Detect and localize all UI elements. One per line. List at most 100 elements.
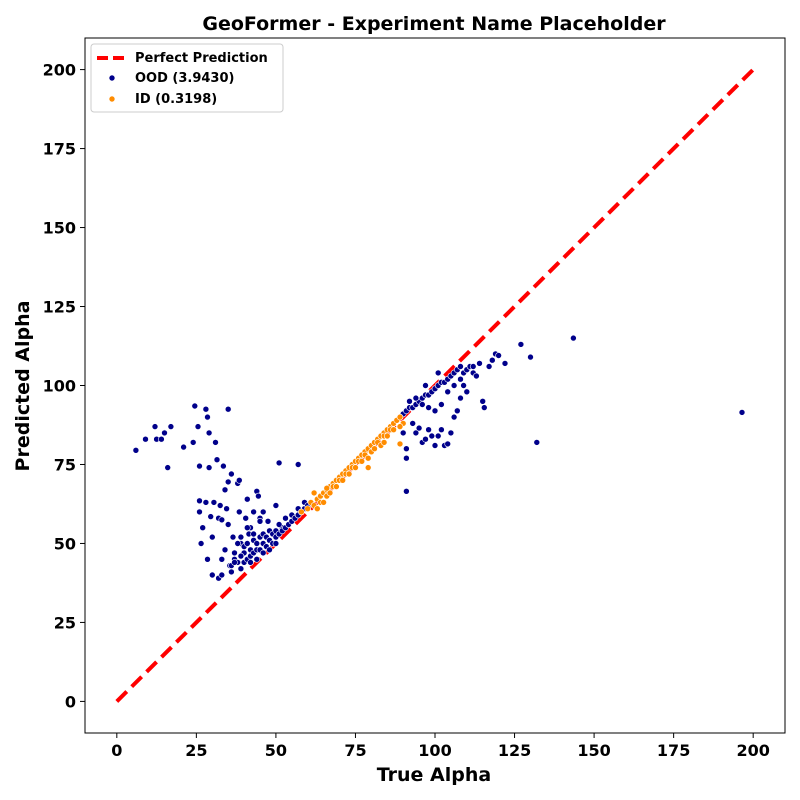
id-point	[320, 499, 327, 506]
ood-point	[438, 401, 445, 408]
y-tick-label: 150	[43, 219, 76, 238]
id-point	[345, 470, 353, 478]
id-point	[313, 505, 321, 513]
ood-point	[259, 508, 267, 516]
ood-point	[412, 429, 420, 437]
ood-point	[221, 486, 229, 494]
ood-point	[132, 446, 140, 454]
ood-point	[480, 404, 488, 411]
ood-point	[476, 360, 483, 367]
ood-point	[264, 517, 272, 525]
ood-point	[403, 487, 410, 495]
ood-point	[272, 502, 280, 509]
ood-point	[425, 404, 432, 411]
ood-point	[399, 429, 407, 437]
ood-point	[164, 464, 171, 471]
ood-point	[444, 440, 452, 448]
x-tick-label: 100	[418, 741, 451, 760]
ood-point	[460, 382, 467, 389]
ood-point	[247, 559, 254, 566]
ood-point	[228, 568, 235, 576]
plot-area	[115, 68, 755, 703]
y-axis-label: Predicted Alpha	[12, 301, 34, 472]
ood-point	[415, 424, 423, 432]
ood-point	[431, 407, 439, 415]
id-point	[364, 454, 372, 462]
ood-point	[469, 363, 477, 370]
x-tick-label: 150	[577, 741, 610, 760]
ood-point	[527, 353, 534, 361]
ood-point	[210, 499, 218, 506]
ood-point	[450, 413, 458, 421]
ood-point	[570, 334, 577, 342]
y-tick-label: 75	[54, 455, 76, 474]
ood-point	[196, 508, 203, 516]
id-point	[323, 484, 331, 492]
x-tick-label: 75	[344, 741, 366, 760]
ood-point	[180, 443, 187, 451]
ood-point	[224, 521, 232, 528]
x-tick-label: 200	[736, 741, 769, 760]
id-point	[339, 476, 347, 484]
ood-point	[244, 540, 251, 547]
ood-point	[231, 549, 238, 557]
ood-point	[236, 508, 243, 516]
ood-point	[224, 405, 232, 413]
ood-point	[255, 492, 262, 500]
ood-point	[457, 394, 464, 402]
ood-point	[275, 521, 283, 528]
ood-point	[428, 432, 436, 440]
ood-point	[431, 442, 439, 449]
ood-point	[237, 552, 245, 560]
ood-point	[488, 356, 496, 364]
ood-point	[495, 352, 502, 359]
ood-point	[242, 514, 249, 522]
ood-point	[485, 363, 493, 370]
ood-point	[412, 394, 420, 402]
series-id	[298, 413, 407, 516]
id-point	[396, 440, 404, 448]
ood-point	[161, 429, 168, 437]
chart-title: GeoFormer - Experiment Name Placeholder	[202, 13, 666, 35]
legend-ood-label: OOD (3.9430)	[135, 71, 234, 86]
x-tick-label: 175	[657, 741, 690, 760]
x-tick-label: 25	[185, 741, 207, 760]
ood-point	[196, 497, 203, 505]
id-point	[310, 489, 318, 497]
ood-point	[450, 382, 458, 389]
y-tick-label: 100	[43, 377, 76, 396]
ood-point	[253, 555, 261, 563]
ood-point	[194, 423, 202, 430]
ood-point	[231, 559, 238, 566]
ood-point	[196, 462, 203, 470]
ood-point	[425, 426, 432, 434]
ood-point	[237, 533, 245, 541]
ood-point	[403, 454, 410, 462]
x-tick-label: 0	[111, 741, 122, 760]
id-point	[304, 505, 312, 513]
y-tick-label: 175	[43, 140, 76, 159]
ood-point	[250, 508, 257, 516]
ood-point	[234, 540, 241, 547]
ood-point	[204, 555, 211, 563]
ood-point	[282, 514, 289, 522]
ood-point	[422, 435, 429, 443]
ood-point	[266, 546, 273, 554]
ood-point	[212, 439, 219, 446]
legend-box	[90, 43, 284, 113]
ood-point	[205, 464, 213, 471]
ood-point	[409, 420, 417, 427]
ood-point	[209, 533, 216, 541]
ood-point	[223, 505, 230, 513]
id-point	[298, 508, 305, 516]
id-point	[396, 423, 404, 430]
ood-point	[473, 372, 480, 380]
ood-point	[294, 461, 302, 468]
y-tick-label: 50	[54, 534, 76, 553]
ood-point	[501, 360, 509, 367]
ood-point	[209, 571, 216, 579]
id-point	[390, 426, 397, 434]
series-ood	[132, 334, 746, 582]
